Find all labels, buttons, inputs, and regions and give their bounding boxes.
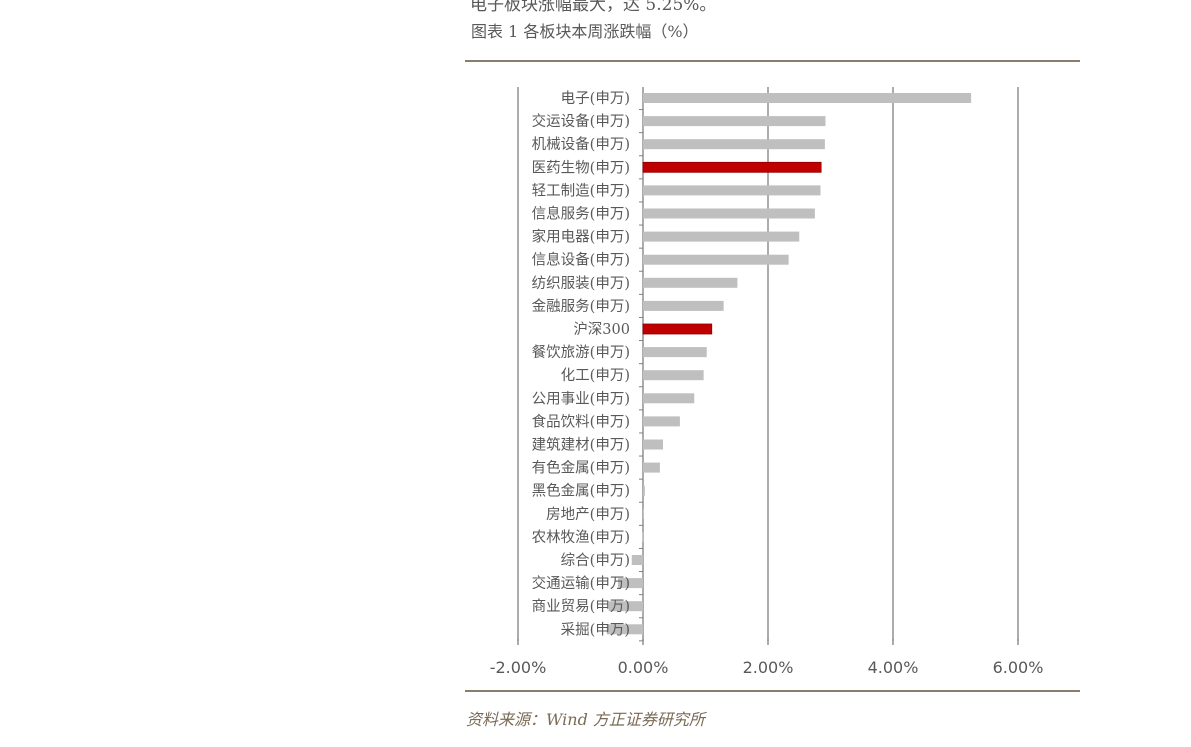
x-tick-labels: -2.00% 0.00% 2.00% 4.00% 6.00%: [490, 658, 1044, 677]
source-note: 资料来源：Wind 方正证券研究所: [466, 710, 705, 729]
bar: [643, 370, 704, 381]
bar: [643, 93, 972, 103]
category-label: 采掘(申万): [561, 621, 630, 638]
category-label: 信息设备(申万): [532, 252, 630, 269]
bar: [643, 208, 815, 219]
category-label: 公用事业(申万): [532, 390, 630, 407]
bar: [642, 161, 822, 173]
intro-text: 电子板块涨幅最大，达 5.25%。: [470, 0, 717, 15]
bar: [643, 139, 825, 150]
category-label: 交运设备(申万): [532, 112, 630, 130]
bar: [643, 185, 821, 196]
bar: [643, 462, 660, 473]
bar: [643, 393, 695, 404]
category-label: 食品饮料(申万): [532, 413, 630, 430]
bar: [643, 439, 663, 450]
bar: [643, 254, 789, 265]
bar: [631, 555, 643, 565]
gridlines: [517, 87, 1019, 645]
x-tick-label: 2.00%: [743, 658, 794, 677]
category-labels: 电子(申万) 交运设备(申万) 机械设备(申万) 医药生物(申万) 轻工制造(申万) 信息…: [532, 90, 630, 638]
bar: [606, 624, 643, 635]
category-label: 纺织服装(申万): [532, 275, 630, 292]
bar: [618, 578, 643, 589]
category-label: 餐饮旅游(申万): [532, 344, 630, 361]
category-label: 金融服务(申万): [532, 298, 630, 315]
bar: [643, 277, 738, 288]
category-label: 沪深300: [573, 321, 630, 338]
category-label: 轻工制造(申万): [532, 182, 630, 199]
top-rule: [465, 60, 1080, 62]
category-label: 化工(申万): [561, 367, 630, 384]
category-label: 有色金属(申万): [532, 460, 630, 477]
bar: [608, 601, 643, 612]
category-label: 综合(申万): [561, 552, 630, 569]
category-label: 机械设备(申万): [532, 136, 630, 153]
category-label: 信息服务(申万): [532, 206, 630, 223]
x-tick-label: -2.00%: [490, 658, 547, 677]
bar: [643, 116, 826, 127]
bar: [643, 485, 645, 496]
figure-caption: 图表 1 各板块本周涨跌幅（%）: [471, 22, 699, 41]
category-label: 交通运输(申万): [532, 574, 630, 592]
bar: [642, 531, 644, 542]
bar: [643, 508, 644, 519]
category-label: 房地产(申万): [546, 506, 630, 523]
category-label: 黑色金属(申万): [532, 483, 630, 500]
bar: [643, 231, 800, 242]
category-label: 电子(申万): [561, 90, 630, 107]
x-tick-label: 4.00%: [868, 658, 919, 677]
bar: [643, 416, 680, 427]
category-label: 建筑建材(申万): [532, 437, 630, 454]
category-label: 农林牧渔(申万): [532, 529, 630, 546]
bars: [606, 93, 972, 635]
category-label: 商业贸易(申万): [532, 598, 630, 615]
category-label: 医药生物(申万): [532, 159, 630, 176]
x-tick-label: 0.00%: [618, 658, 669, 677]
category-label: 家用电器(申万): [532, 229, 630, 246]
x-tick-label: 6.00%: [993, 658, 1044, 677]
bar: [643, 300, 724, 311]
bottom-rule: [465, 690, 1080, 692]
bar: [643, 347, 707, 358]
bar: [642, 323, 713, 335]
